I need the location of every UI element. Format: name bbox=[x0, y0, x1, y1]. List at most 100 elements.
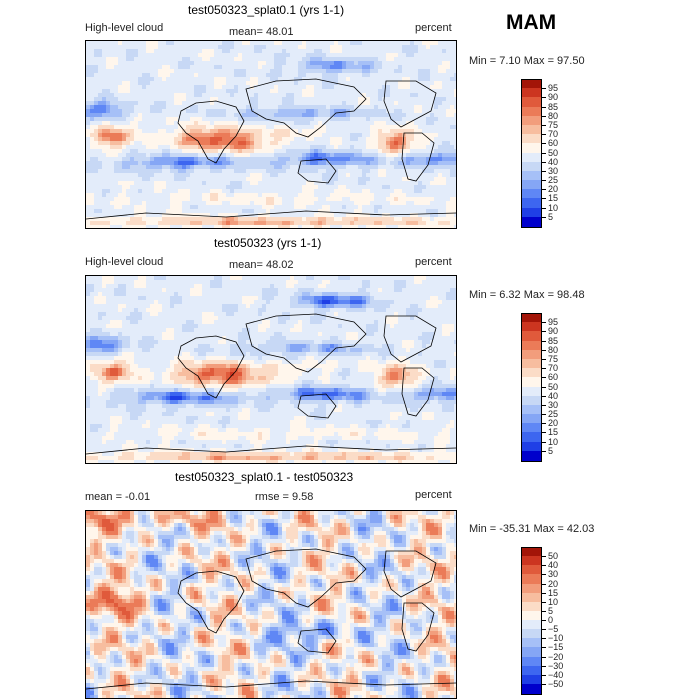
contour-cell bbox=[382, 292, 387, 297]
contour-cell bbox=[174, 101, 179, 106]
contour-cell bbox=[102, 113, 107, 118]
contour-cell bbox=[330, 205, 335, 210]
contour-cell bbox=[218, 73, 223, 78]
contour-cell bbox=[354, 221, 359, 226]
contour-cell bbox=[158, 145, 163, 150]
contour-cell bbox=[330, 125, 335, 130]
contour-cell bbox=[114, 97, 119, 102]
contour-cell bbox=[274, 89, 279, 94]
contour-cell bbox=[322, 69, 327, 74]
contour-cell bbox=[266, 217, 271, 222]
contour-cell bbox=[438, 105, 443, 110]
contour-cell bbox=[114, 133, 119, 138]
contour-cell bbox=[278, 213, 283, 218]
contour-cell bbox=[194, 205, 199, 210]
contour-cell bbox=[446, 125, 451, 130]
contour-cell bbox=[258, 77, 263, 82]
contour-cell bbox=[86, 93, 91, 98]
contour-cell bbox=[138, 77, 143, 82]
contour-cell bbox=[338, 141, 343, 146]
contour-cell bbox=[90, 165, 95, 170]
contour-cell bbox=[414, 81, 419, 86]
contour-cell bbox=[346, 141, 351, 146]
contour-cell bbox=[146, 149, 151, 154]
contour-cell bbox=[430, 73, 435, 78]
contour-cell bbox=[438, 296, 443, 301]
contour-cell bbox=[374, 193, 379, 198]
contour-cell bbox=[446, 165, 451, 170]
contour-cell bbox=[306, 185, 311, 190]
contour-cell bbox=[298, 133, 303, 138]
contour-cell bbox=[134, 53, 139, 58]
contour-cell bbox=[306, 149, 311, 154]
colorbar-label: 5 bbox=[548, 211, 554, 222]
contour-cell bbox=[430, 284, 435, 289]
contour-cell bbox=[290, 93, 295, 98]
contour-cell bbox=[398, 197, 403, 202]
contour-cell bbox=[214, 296, 219, 301]
contour-cell bbox=[98, 221, 103, 226]
contour-cell bbox=[94, 121, 99, 126]
contour-cell bbox=[390, 201, 395, 206]
contour-cell bbox=[374, 185, 379, 190]
contour-cell bbox=[286, 137, 291, 142]
contour-cell bbox=[334, 133, 339, 138]
contour-cell bbox=[102, 149, 107, 154]
contour-cell bbox=[386, 173, 391, 178]
contour-cell bbox=[322, 221, 327, 226]
contour-cell bbox=[370, 161, 375, 166]
contour-cell bbox=[118, 205, 123, 210]
contour-cell bbox=[262, 117, 267, 122]
contour-cell bbox=[118, 73, 123, 78]
contour-cell bbox=[222, 276, 227, 281]
contour-cell bbox=[194, 85, 199, 90]
contour-cell bbox=[438, 45, 443, 50]
contour-cell bbox=[94, 209, 99, 214]
contour-cell bbox=[106, 105, 111, 110]
contour-cell bbox=[370, 288, 375, 293]
contour-cell bbox=[182, 53, 187, 58]
contour-cell bbox=[398, 169, 403, 174]
contour-cell bbox=[122, 129, 127, 134]
contour-cell bbox=[306, 97, 311, 102]
contour-cell bbox=[274, 109, 279, 114]
contour-cell bbox=[194, 113, 199, 118]
contour-cell bbox=[454, 201, 456, 206]
contour-cell bbox=[370, 213, 375, 218]
contour-cell bbox=[338, 121, 343, 126]
contour-cell bbox=[178, 73, 183, 78]
contour-cell bbox=[230, 221, 235, 226]
contour-cell bbox=[174, 288, 179, 293]
contour-cell bbox=[138, 161, 143, 166]
contour-cell bbox=[326, 121, 331, 126]
contour-cell bbox=[382, 89, 387, 94]
contour-cell bbox=[282, 93, 287, 98]
contour-cell bbox=[434, 280, 439, 285]
contour-cell bbox=[294, 181, 299, 186]
contour-cell bbox=[106, 173, 111, 178]
contour-cell bbox=[186, 225, 191, 228]
contour-cell bbox=[346, 173, 351, 178]
contour-cell bbox=[210, 177, 215, 182]
contour-cell bbox=[390, 157, 395, 162]
contour-cell bbox=[146, 201, 151, 206]
contour-cell bbox=[270, 177, 275, 182]
contour-cell bbox=[430, 137, 435, 142]
colorbar-cell bbox=[521, 134, 542, 144]
contour-cell bbox=[182, 89, 187, 94]
contour-cell bbox=[270, 109, 275, 114]
contour-cell bbox=[250, 288, 255, 293]
colorbar-tick bbox=[542, 134, 546, 136]
contour-cell bbox=[450, 101, 455, 106]
contour-cell bbox=[350, 185, 355, 190]
contour-cell bbox=[326, 161, 331, 166]
contour-cell bbox=[274, 137, 279, 142]
contour-cell bbox=[382, 113, 387, 118]
contour-cell bbox=[110, 173, 115, 178]
contour-cell bbox=[234, 201, 239, 206]
contour-cell bbox=[110, 221, 115, 226]
contour-cell bbox=[138, 101, 143, 106]
contour-cell bbox=[274, 97, 279, 102]
contour-cell bbox=[178, 185, 183, 190]
contour-cell bbox=[362, 41, 367, 46]
